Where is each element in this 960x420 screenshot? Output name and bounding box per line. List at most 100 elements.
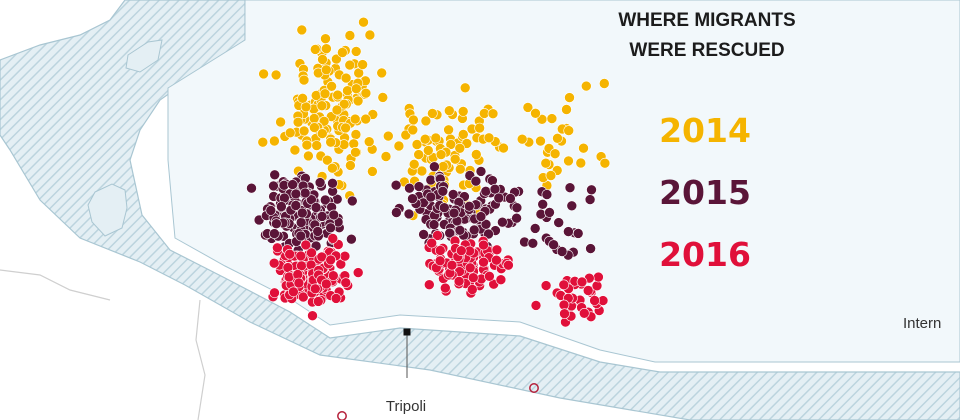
rescue-point-2016 <box>268 257 280 269</box>
rescue-point-2015 <box>319 194 331 206</box>
rescue-point-2015 <box>269 228 280 239</box>
rescue-point-2016 <box>297 291 309 303</box>
rescue-point-2014 <box>454 143 466 154</box>
rescue-point-2016 <box>446 259 458 271</box>
rescue-point-2014 <box>457 129 469 140</box>
legend-title-line2: WERE RESCUED <box>629 40 784 61</box>
rescue-point-2015 <box>312 226 324 237</box>
lagoon-north <box>125 39 163 73</box>
rescue-point-2015 <box>475 211 487 222</box>
town-marker <box>529 383 539 393</box>
rescue-point-2014 <box>350 129 362 140</box>
rescue-point-2014 <box>298 74 310 86</box>
rescue-point-2015 <box>480 186 492 197</box>
rescue-point-2014 <box>578 142 589 154</box>
rescue-point-2014 <box>380 151 392 162</box>
rescue-point-2014 <box>474 122 485 134</box>
rescue-point-2015 <box>511 212 522 224</box>
rescue-point-2014 <box>257 136 269 148</box>
rescue-point-2014 <box>360 113 372 125</box>
rescue-point-2016 <box>455 245 467 256</box>
rescue-point-2015 <box>327 178 338 189</box>
rescue-point-2016 <box>327 233 339 244</box>
rescue-point-2014 <box>367 166 378 177</box>
rescue-point-2014 <box>309 122 320 133</box>
rescue-point-2014 <box>321 154 333 166</box>
rescue-point-2016 <box>288 286 299 298</box>
rescue-point-2015 <box>429 161 440 172</box>
rescue-point-2014 <box>546 113 558 124</box>
rescue-point-2015 <box>246 182 257 194</box>
rescue-point-2015 <box>268 180 279 192</box>
rescue-point-2014 <box>316 128 328 139</box>
rescue-point-2015 <box>480 219 492 230</box>
rescue-point-2014 <box>459 82 471 94</box>
rescue-point-2014 <box>298 125 310 137</box>
rescue-point-2014 <box>437 161 449 172</box>
rescue-point-2015 <box>346 233 357 245</box>
legend-title-line1: WHERE MIGRANTS <box>618 10 795 31</box>
rescue-point-2016 <box>484 270 495 282</box>
rescue-point-2016 <box>530 300 542 311</box>
rescue-points <box>246 16 611 328</box>
rescue-point-2014 <box>535 135 546 147</box>
rescue-point-2014 <box>338 98 350 110</box>
rescue-point-2014 <box>308 113 320 124</box>
rescue-point-2015 <box>535 208 547 220</box>
rescue-point-2016 <box>352 267 364 278</box>
tripoli-marker <box>403 328 411 336</box>
rescue-point-2014 <box>443 105 455 116</box>
rescue-point-2016 <box>453 275 465 287</box>
rescue-point-2016 <box>295 250 307 262</box>
rescue-point-2014 <box>321 43 332 55</box>
rescue-point-2015 <box>483 228 494 240</box>
rescue-point-2014 <box>552 133 563 144</box>
rescue-point-2014 <box>270 69 282 81</box>
rescue-point-2014 <box>427 108 438 119</box>
rescue-point-2015 <box>425 191 437 203</box>
rescue-point-2016 <box>272 242 283 254</box>
rescue-point-2015 <box>448 207 460 219</box>
rescue-point-2016 <box>284 248 296 260</box>
rescue-point-2015 <box>403 208 415 220</box>
rescue-point-2014 <box>284 127 296 139</box>
rescue-point-2015 <box>287 179 298 190</box>
rescue-point-2016 <box>576 276 588 288</box>
rescue-point-2014 <box>393 140 405 152</box>
rescue-point-2014 <box>522 102 534 113</box>
rescue-point-2015 <box>489 183 501 195</box>
rescue-point-2015 <box>328 209 340 221</box>
rescue-point-2015 <box>444 227 456 239</box>
rescue-point-2014 <box>422 145 434 156</box>
rescue-point-2015 <box>563 226 574 237</box>
international-waters-label: Intern <box>903 315 941 332</box>
rescue-point-2016 <box>339 250 351 262</box>
rescue-point-2015 <box>493 192 505 204</box>
rescue-point-2016 <box>269 287 280 299</box>
rescue-point-2014 <box>331 53 342 65</box>
rescue-point-2015 <box>314 177 326 188</box>
rescue-point-2015 <box>276 201 287 212</box>
rescue-point-2016 <box>503 259 514 271</box>
rescue-point-2016 <box>320 278 332 290</box>
rescue-point-2015 <box>475 166 487 177</box>
rescue-point-2015 <box>265 205 277 216</box>
rescue-point-2014 <box>580 80 592 92</box>
rescue-point-2016 <box>307 310 318 322</box>
rescue-point-2014 <box>326 81 337 92</box>
rescue-point-2014 <box>540 157 552 169</box>
rescue-point-2014 <box>275 116 286 128</box>
rescue-point-2015 <box>529 223 541 234</box>
rescue-point-2014 <box>301 139 313 151</box>
rescue-point-2014 <box>337 47 348 58</box>
rescue-point-2015 <box>527 238 539 249</box>
rescue-point-2015 <box>269 169 281 181</box>
rescue-point-2015 <box>316 211 328 222</box>
rescue-point-2016 <box>589 295 600 306</box>
rescue-point-2016 <box>491 254 502 266</box>
rescue-point-2014 <box>358 16 369 28</box>
legend-year-2014: 2014 <box>659 111 751 150</box>
rescue-point-2015 <box>346 195 358 207</box>
rescue-point-2014 <box>530 108 541 119</box>
